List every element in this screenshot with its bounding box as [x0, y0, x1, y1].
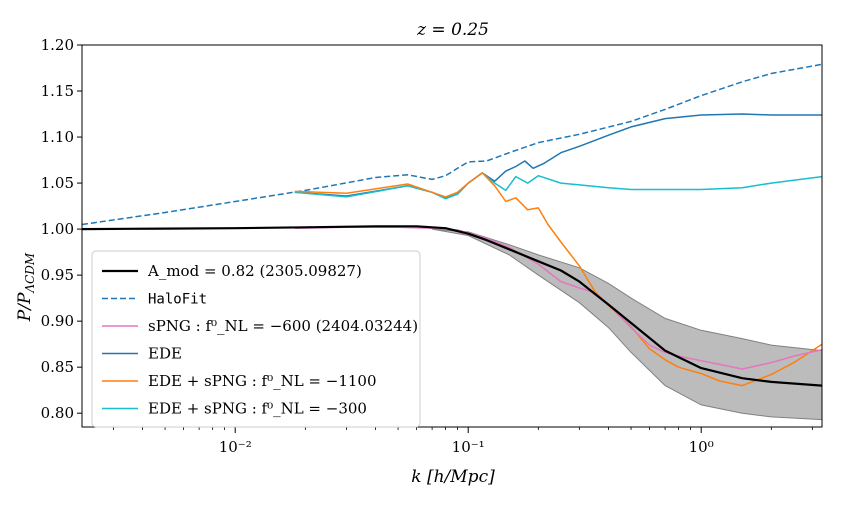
y-tick-label: 1.15 [41, 82, 74, 100]
plot-area [82, 63, 822, 421]
series-line-ede_spng_1100 [294, 172, 822, 387]
legend-label-ede_spng_1100: EDE + sPNG : f⁰_NL = −1100 [148, 372, 377, 390]
x-axis-label: k [h/Mpc] [411, 467, 495, 487]
y-tick-label: 1.05 [41, 174, 74, 192]
y-tick-label: 0.80 [41, 404, 74, 422]
x-tick-label: 10⁰ [689, 438, 714, 456]
y-tick-label: 0.95 [41, 266, 74, 284]
axes: 0.80 0.85 0.90 0.95 1.00 1.05 1.10 1.15 1.20 10⁻²… [41, 36, 823, 456]
legend-label-ede: EDE [148, 345, 182, 363]
axes-frame [81, 44, 823, 428]
series-line-amod [82, 225, 822, 387]
y-tick-label: 1.10 [41, 128, 74, 146]
chart-title: z = 0.25 [416, 20, 489, 40]
series-line-ede_spng_300 [294, 172, 822, 200]
series-line-ede [294, 113, 822, 199]
legend-label-spng: sPNG : f⁰_NL = −600 (2404.03244) [148, 317, 418, 335]
legend-label-halofit: HaloFit [148, 292, 207, 308]
x-tick-label: 10⁻¹ [452, 438, 485, 456]
y-tick-label: 0.85 [41, 358, 74, 376]
x-tick-label: 10⁻² [219, 438, 252, 456]
legend-label-ede_spng_300: EDE + sPNG : f⁰_NL = −300 [148, 400, 367, 418]
y-tick-label: 1.20 [41, 36, 74, 54]
y-tick-label: 0.90 [41, 312, 74, 330]
series-line-halofit [82, 63, 822, 226]
legend-box [91, 250, 421, 428]
y-tick-label: 1.00 [41, 220, 74, 238]
legend-label-amod: A_mod = 0.82 (2305.09827) [147, 262, 362, 280]
legend: A_mod = 0.82 (2305.09827) HaloFit sPNG : f… [91, 250, 421, 428]
y-axis-label: P/PΛCDM [15, 252, 37, 322]
